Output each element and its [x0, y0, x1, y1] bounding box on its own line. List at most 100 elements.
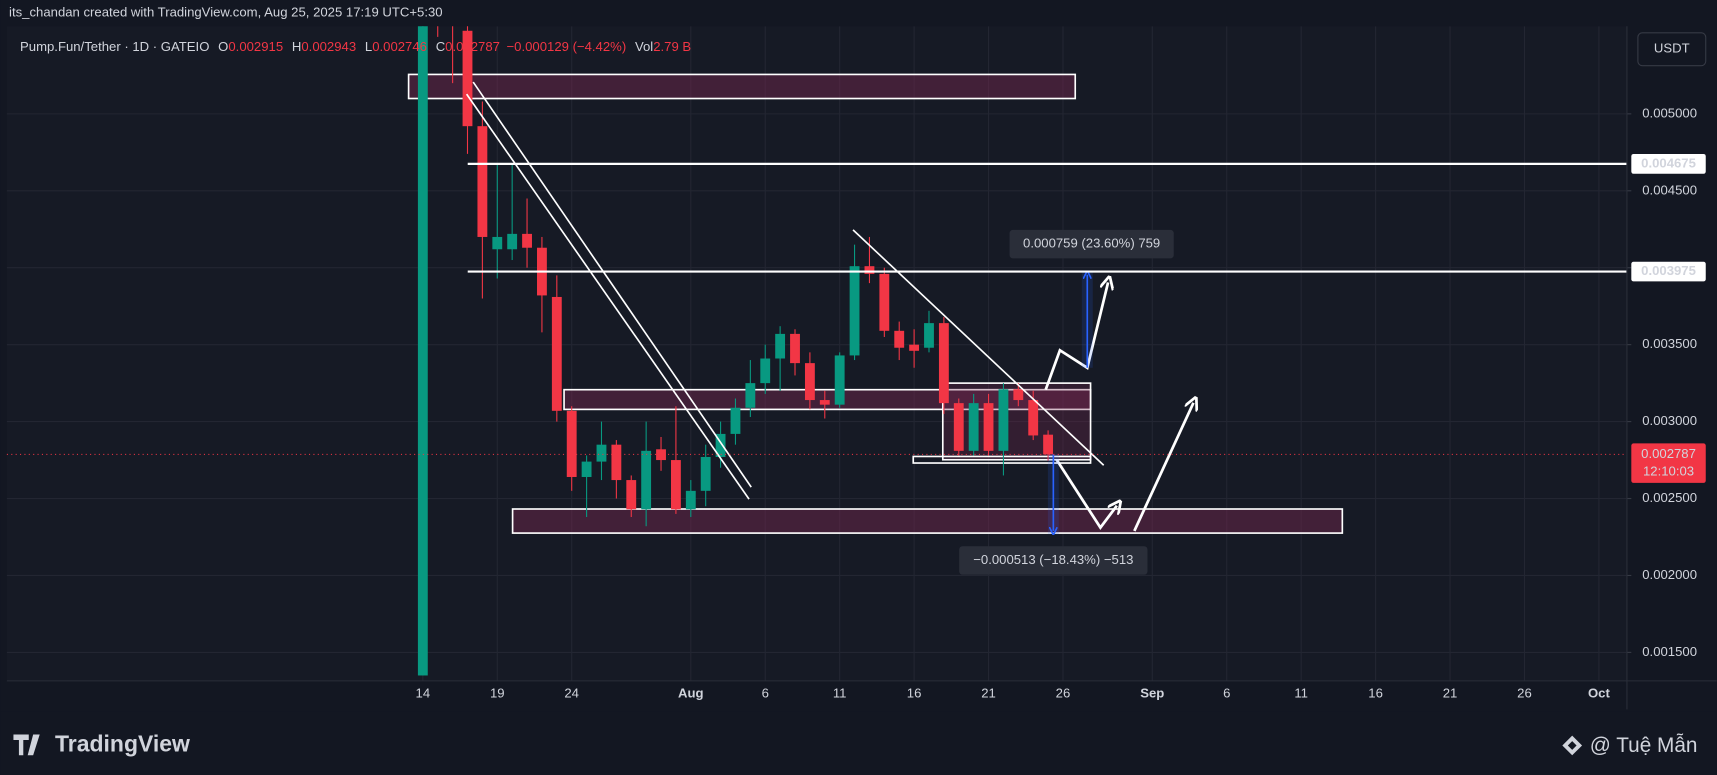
candle-body — [670, 460, 681, 510]
ohlc-value: 0.002915 — [228, 40, 283, 55]
footer — [0, 711, 1717, 775]
ohlc-label: O — [218, 40, 228, 55]
candle-body — [790, 333, 800, 364]
x-tick-label: 26 — [1517, 685, 1532, 700]
candle-body — [611, 444, 622, 481]
x-tick-label: Oct — [1588, 685, 1611, 700]
candle-body — [775, 333, 786, 359]
x-tick-label: 16 — [907, 685, 922, 700]
candle-body — [551, 296, 562, 411]
candle-body — [849, 266, 860, 356]
trend-line — [465, 93, 750, 500]
candle-body — [745, 383, 756, 408]
zone — [407, 73, 1077, 100]
candle-body — [953, 403, 964, 451]
candle-body — [700, 456, 711, 491]
x-tick-label: 21 — [981, 685, 996, 700]
candle-body — [492, 236, 503, 250]
ohlc-label: C — [436, 40, 445, 55]
change: −0.000129 (−4.42%) — [507, 40, 627, 55]
y-tick-label: 0.001500 — [1642, 644, 1697, 659]
zone — [912, 455, 1092, 464]
scenario-arrow — [1044, 282, 1108, 391]
volume: 2.79 B — [653, 40, 691, 55]
candle-body — [983, 403, 994, 451]
x-tick-label: 11 — [833, 685, 847, 700]
candle-body — [1013, 389, 1024, 401]
candle-body — [685, 490, 696, 510]
drawings — [407, 73, 1344, 534]
ohlc-label: L — [365, 40, 372, 55]
drawings: 0.000759 (23.60%) 759 −0.000513 (−18.43%… — [465, 81, 1194, 575]
x-tick-label: 11 — [1294, 685, 1308, 700]
candle-body — [924, 323, 934, 348]
level-label: 0.004675 — [1641, 155, 1696, 170]
x-tick-label: Aug — [678, 685, 704, 700]
brand-logo — [13, 734, 40, 756]
candle-body — [1043, 434, 1054, 455]
currency-button[interactable] — [1637, 32, 1707, 67]
brand: TradingView — [55, 731, 190, 757]
x-tick-label: 14 — [416, 685, 431, 700]
candle-body — [760, 358, 771, 384]
ohlc-value: 0.002787 — [445, 40, 500, 55]
level-label-box — [1631, 261, 1706, 282]
measure-label-box — [959, 546, 1148, 575]
ohlc-value: 0.002746 — [372, 40, 427, 55]
attribution: its_chandan created with TradingView.com… — [9, 5, 443, 20]
ohlc-label: H — [292, 40, 301, 55]
candle-body — [730, 407, 741, 434]
measure-label: −0.000513 (−18.43%) −513 — [973, 552, 1133, 567]
y-tick-label: 0.003500 — [1642, 336, 1697, 351]
candle-body — [879, 273, 890, 331]
y-tick-label: 0.005000 — [1642, 105, 1697, 120]
trend-line — [852, 229, 1105, 466]
scenario-arrow — [1055, 459, 1117, 531]
candle-body — [834, 355, 845, 405]
x-tick-label: 21 — [1443, 685, 1458, 700]
level-label: 0.003975 — [1641, 263, 1696, 278]
candle-body — [417, 26, 428, 676]
price-label: 0.002787 — [1641, 446, 1696, 461]
candle-body — [998, 389, 1009, 451]
candle-body — [581, 461, 592, 477]
candle-body — [804, 363, 815, 401]
volume-label: Vol — [635, 40, 653, 55]
candles — [417, 26, 1054, 676]
candle-body — [938, 323, 949, 404]
candle-body — [909, 344, 920, 351]
x-tick-label: Sep — [1140, 685, 1164, 700]
overlay: 0.001500 0.002000 0.002500 0.003000 0.003500… — [6, 40, 1706, 700]
plot-area — [6, 26, 1627, 681]
countdown: 12:10:03 — [1643, 463, 1694, 478]
candle-body — [626, 480, 637, 510]
currency[interactable]: USDT — [1654, 41, 1690, 56]
y-tick-label: 0.002000 — [1642, 567, 1697, 582]
y-tick-label: 0.004500 — [1642, 182, 1697, 197]
y-tick-label: 0.003000 — [1642, 413, 1697, 428]
candle-body — [566, 410, 577, 477]
candle-body — [477, 126, 488, 237]
credit: @ Tuệ Mẫn — [1590, 734, 1698, 757]
y-tick-label: 0.002500 — [1642, 490, 1697, 505]
x-tick-label: 6 — [762, 685, 769, 700]
ohlc-value: 0.002943 — [301, 40, 356, 55]
candle-body — [715, 433, 726, 457]
candle-body — [462, 30, 473, 127]
candle-body — [641, 450, 652, 510]
x-tick-label: 6 — [1223, 685, 1230, 700]
candle-body — [656, 449, 666, 461]
legend: Pump.Fun/Tether · 1D · GATEIO O0.002915 H0… — [20, 40, 691, 55]
x-tick-label: 16 — [1368, 685, 1383, 700]
x-tick-label: 24 — [564, 685, 579, 700]
candle-body — [1028, 400, 1039, 436]
scenario-arrow — [1133, 403, 1193, 532]
candle-body — [507, 233, 518, 250]
candle-body — [819, 400, 830, 405]
candle-body — [596, 444, 607, 462]
measure-label-box — [1009, 229, 1174, 259]
credit-icon — [1562, 735, 1583, 756]
price-label-box — [1631, 443, 1706, 483]
level-label-box — [1631, 154, 1706, 174]
